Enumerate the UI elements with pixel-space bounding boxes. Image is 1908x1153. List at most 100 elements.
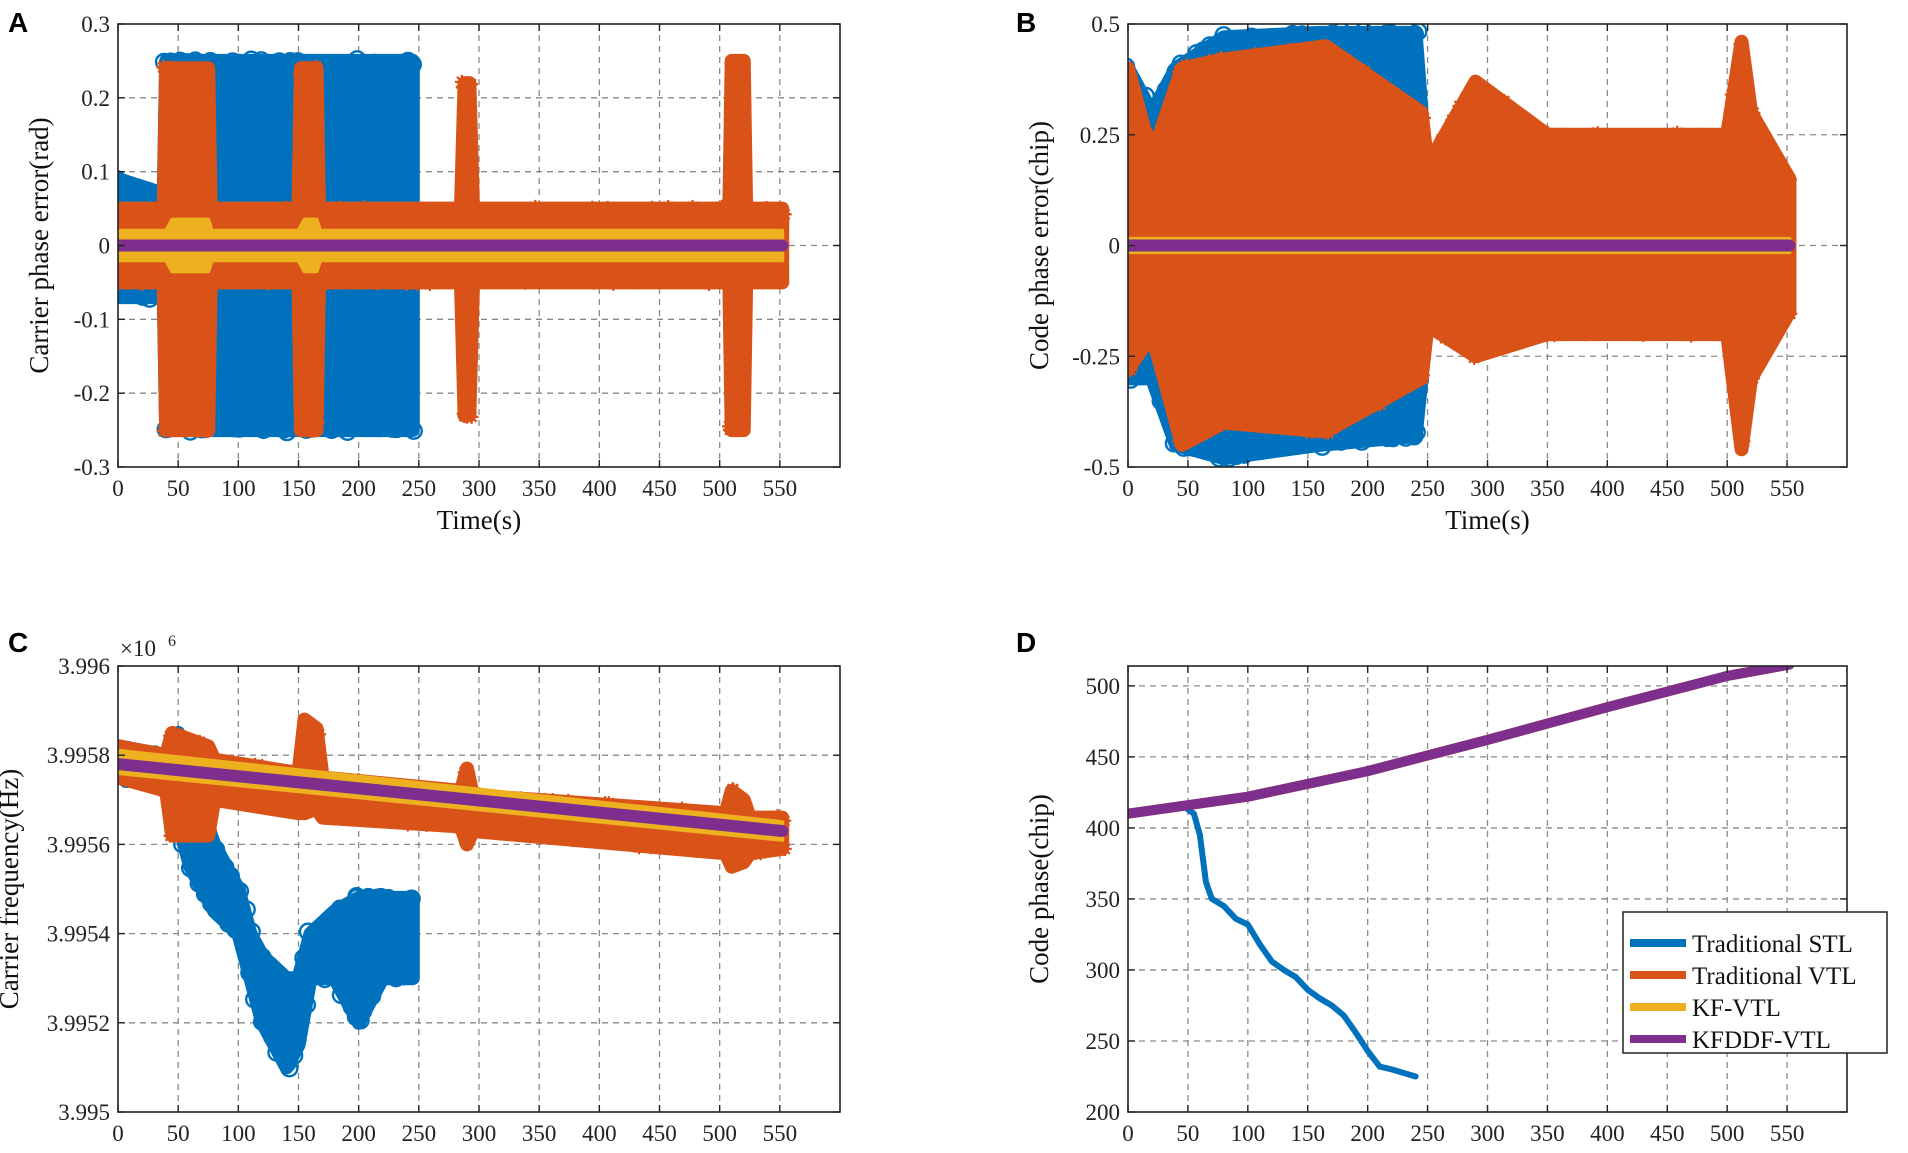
vtl-marker xyxy=(509,274,524,289)
vtl-marker xyxy=(1586,326,1601,341)
vtl-marker xyxy=(766,837,781,852)
vtl-marker xyxy=(1400,373,1415,388)
vtl-marker xyxy=(1213,50,1228,65)
vtl-marker xyxy=(1349,65,1364,80)
vtl-marker xyxy=(714,199,729,214)
vtl-marker xyxy=(200,199,215,214)
vtl-marker xyxy=(741,840,756,855)
x-tick-label: 350 xyxy=(522,476,557,501)
vtl-marker xyxy=(1648,325,1663,340)
vtl-marker xyxy=(704,844,719,859)
vtl-marker xyxy=(275,275,290,290)
stl-marker xyxy=(309,923,329,942)
axis-multiplier: ×10 xyxy=(120,636,156,661)
vtl-marker xyxy=(163,728,178,743)
stl-marker xyxy=(252,1012,272,1031)
x-tick-label: 100 xyxy=(221,476,256,501)
vtl-marker xyxy=(1684,328,1699,343)
vtl-marker xyxy=(463,77,478,92)
vtl-marker xyxy=(772,269,787,284)
stl-marker xyxy=(1313,437,1332,456)
vtl-marker xyxy=(247,794,262,809)
vtl-marker xyxy=(444,816,459,831)
stl-marker xyxy=(285,976,304,995)
vtl-marker xyxy=(171,418,186,433)
stl-marker xyxy=(1407,422,1426,442)
vtl-marker xyxy=(1445,112,1460,127)
vtl-marker xyxy=(126,272,141,287)
vtl-marker xyxy=(1438,331,1453,346)
vtl-marker xyxy=(1231,53,1246,68)
x-tick-label: 150 xyxy=(281,1121,316,1146)
stl-marker xyxy=(374,966,393,986)
vtl-marker xyxy=(676,836,691,851)
vtl-marker xyxy=(708,201,723,216)
vtl-marker xyxy=(356,200,371,215)
vtl-marker xyxy=(292,66,307,81)
vtl-marker xyxy=(177,827,192,842)
vtl-marker xyxy=(1467,82,1482,97)
stl-marker xyxy=(216,858,235,877)
vtl-marker xyxy=(1392,97,1407,112)
y-tick-label: 0 xyxy=(99,234,111,259)
vtl-marker xyxy=(566,269,581,284)
y-axis-label: Carrier phase error(rad) xyxy=(24,117,54,373)
vtl-marker xyxy=(440,273,455,288)
vtl-marker xyxy=(272,207,287,222)
vtl-marker xyxy=(1166,86,1181,101)
x-tick-label: 150 xyxy=(1291,1121,1326,1146)
panel-a: 0 50 100 150 200 250 300 350 400 450 500 550 0.3 0.2 0… xyxy=(24,12,841,535)
vtl-marker xyxy=(1267,52,1282,67)
vtl-marker xyxy=(464,409,479,424)
vtl-marker xyxy=(394,202,409,217)
vtl-marker xyxy=(370,276,385,291)
vtl-marker xyxy=(173,731,188,746)
vtl-marker xyxy=(181,67,196,82)
vtl-marker xyxy=(1309,419,1324,434)
vtl-marker xyxy=(777,841,792,856)
vtl-marker xyxy=(687,267,702,282)
x-axis-label: Time(s) xyxy=(437,505,522,535)
vtl-marker xyxy=(464,820,479,835)
vtl-marker xyxy=(256,797,271,812)
vtl-marker xyxy=(171,63,186,78)
stl-marker xyxy=(215,56,234,76)
vtl-marker xyxy=(1721,322,1736,337)
stl-marker xyxy=(1388,31,1408,50)
vtl-marker xyxy=(423,205,438,220)
vtl-marker xyxy=(1248,46,1263,61)
stl-marker xyxy=(371,963,390,982)
vtl-marker xyxy=(203,823,218,838)
vtl-marker xyxy=(326,207,341,222)
vtl-marker xyxy=(330,805,345,820)
vtl-marker xyxy=(623,834,638,849)
vtl-marker xyxy=(454,203,469,218)
vtl-marker xyxy=(192,68,207,83)
stl-marker xyxy=(373,55,393,75)
vtl-marker xyxy=(1761,340,1776,355)
vtl-marker xyxy=(237,793,252,808)
y-tick-label: 3.9958 xyxy=(47,743,110,768)
vtl-marker xyxy=(728,422,743,437)
vtl-marker xyxy=(777,207,792,222)
vtl-marker xyxy=(1604,323,1619,338)
x-tick-label: 300 xyxy=(462,476,497,501)
vtl-marker xyxy=(338,205,353,220)
vtl-marker xyxy=(1474,339,1489,354)
vtl-marker xyxy=(659,835,674,850)
vtl-marker xyxy=(1416,110,1431,125)
vtl-marker xyxy=(274,803,289,818)
vtl-marker xyxy=(422,276,437,291)
vtl-marker xyxy=(684,837,699,852)
vtl-marker xyxy=(364,807,379,822)
x-tick-label: 450 xyxy=(1650,476,1685,501)
vtl-marker xyxy=(345,275,360,290)
vtl-marker xyxy=(750,269,765,284)
stl-marker xyxy=(401,962,420,981)
vtl-marker xyxy=(1357,64,1372,79)
vtl-marker xyxy=(1190,64,1205,79)
vtl-marker xyxy=(537,208,552,223)
vtl-marker xyxy=(643,840,658,855)
stl-marker xyxy=(342,997,362,1016)
stl-marker xyxy=(215,417,235,437)
